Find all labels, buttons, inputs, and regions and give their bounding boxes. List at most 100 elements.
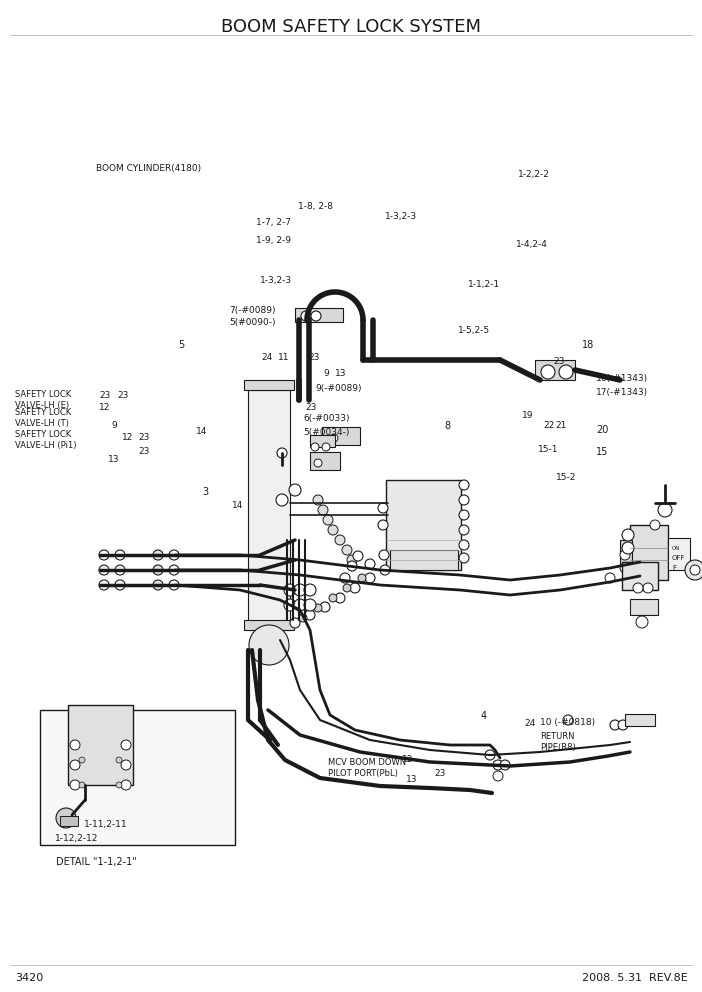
Circle shape [347, 561, 357, 571]
Circle shape [459, 495, 469, 505]
Text: MCV BOOM DOWN
PILOT PORT(PbL): MCV BOOM DOWN PILOT PORT(PbL) [328, 758, 406, 778]
Text: 23: 23 [99, 391, 110, 400]
Circle shape [493, 760, 503, 770]
Circle shape [289, 484, 301, 496]
Bar [535, 360, 575, 380]
Circle shape [79, 757, 85, 763]
Circle shape [320, 602, 330, 612]
Text: SAFETY LOCK
VALVE-LH (E): SAFETY LOCK VALVE-LH (E) [15, 390, 71, 410]
Bar [630, 525, 668, 580]
Circle shape [115, 580, 125, 590]
Circle shape [121, 760, 131, 770]
Circle shape [323, 515, 333, 525]
Text: 19: 19 [522, 411, 534, 420]
Circle shape [314, 459, 322, 467]
Bar [390, 550, 458, 570]
Circle shape [314, 604, 322, 612]
Circle shape [299, 614, 307, 622]
Circle shape [70, 760, 80, 770]
Circle shape [343, 584, 351, 592]
Text: F: F [672, 565, 676, 571]
Text: 1-8, 2-8: 1-8, 2-8 [298, 202, 333, 211]
Text: 5(#0034-): 5(#0034-) [303, 428, 350, 436]
Text: 9(-#0089): 9(-#0089) [315, 385, 362, 394]
Text: 24: 24 [261, 353, 272, 362]
Circle shape [459, 480, 469, 490]
Text: 1-2,2-2: 1-2,2-2 [518, 171, 550, 180]
Circle shape [379, 550, 389, 560]
Text: 1-9, 2-9: 1-9, 2-9 [256, 235, 291, 244]
Circle shape [658, 503, 672, 517]
Text: 5: 5 [178, 340, 184, 350]
Circle shape [358, 574, 366, 582]
Text: 9: 9 [111, 422, 117, 431]
Bar [60, 816, 78, 826]
Bar [386, 480, 461, 570]
Bar [668, 538, 690, 570]
Circle shape [79, 782, 85, 788]
Circle shape [459, 540, 469, 550]
Circle shape [99, 580, 109, 590]
Text: 23: 23 [553, 357, 564, 366]
Text: 1-11,2-11: 1-11,2-11 [84, 820, 128, 829]
Circle shape [605, 573, 615, 583]
Text: 13: 13 [335, 369, 347, 379]
Text: 15-1: 15-1 [538, 445, 559, 454]
Circle shape [459, 525, 469, 535]
Text: 9: 9 [323, 369, 329, 379]
Circle shape [378, 503, 388, 513]
Bar [248, 390, 290, 630]
Circle shape [347, 555, 357, 565]
Text: 23: 23 [434, 769, 445, 778]
Text: 3420: 3420 [15, 973, 44, 983]
Bar [68, 705, 133, 785]
Circle shape [277, 448, 287, 458]
Text: 12: 12 [402, 756, 413, 765]
Text: 14: 14 [232, 501, 244, 510]
Circle shape [116, 757, 122, 763]
Text: 21: 21 [555, 421, 567, 430]
Text: 12: 12 [122, 434, 133, 442]
Circle shape [70, 740, 80, 750]
Circle shape [636, 616, 648, 628]
Circle shape [459, 553, 469, 563]
Circle shape [169, 565, 179, 575]
Text: 1-3,2-3: 1-3,2-3 [385, 211, 417, 220]
Text: 23: 23 [117, 391, 128, 400]
Circle shape [541, 365, 555, 379]
Bar [630, 599, 658, 615]
Circle shape [643, 583, 653, 593]
Circle shape [153, 550, 163, 560]
Circle shape [169, 550, 179, 560]
Text: 23: 23 [308, 353, 319, 362]
Circle shape [330, 434, 338, 442]
Circle shape [485, 750, 495, 760]
Text: BOOM SAFETY LOCK SYSTEM: BOOM SAFETY LOCK SYSTEM [221, 18, 481, 36]
Text: 4: 4 [481, 711, 487, 721]
Circle shape [335, 535, 345, 545]
Text: 24: 24 [524, 719, 535, 728]
Circle shape [493, 771, 503, 781]
Circle shape [290, 618, 300, 628]
Circle shape [305, 610, 315, 620]
Circle shape [115, 565, 125, 575]
Circle shape [329, 594, 337, 602]
Text: 15-2: 15-2 [556, 473, 576, 482]
Circle shape [378, 520, 388, 530]
Circle shape [622, 529, 634, 541]
Circle shape [304, 599, 316, 611]
Circle shape [313, 495, 323, 505]
Circle shape [318, 505, 328, 515]
Text: 14: 14 [196, 428, 207, 436]
Text: 1-5,2-5: 1-5,2-5 [458, 325, 490, 334]
Text: 1-1,2-1: 1-1,2-1 [468, 281, 500, 290]
Circle shape [153, 580, 163, 590]
Circle shape [620, 550, 630, 560]
Bar [622, 562, 658, 590]
Circle shape [153, 565, 163, 575]
Circle shape [322, 443, 330, 451]
Text: 13: 13 [108, 455, 119, 464]
Circle shape [276, 494, 288, 506]
Text: 22: 22 [543, 421, 555, 430]
Circle shape [690, 565, 700, 575]
